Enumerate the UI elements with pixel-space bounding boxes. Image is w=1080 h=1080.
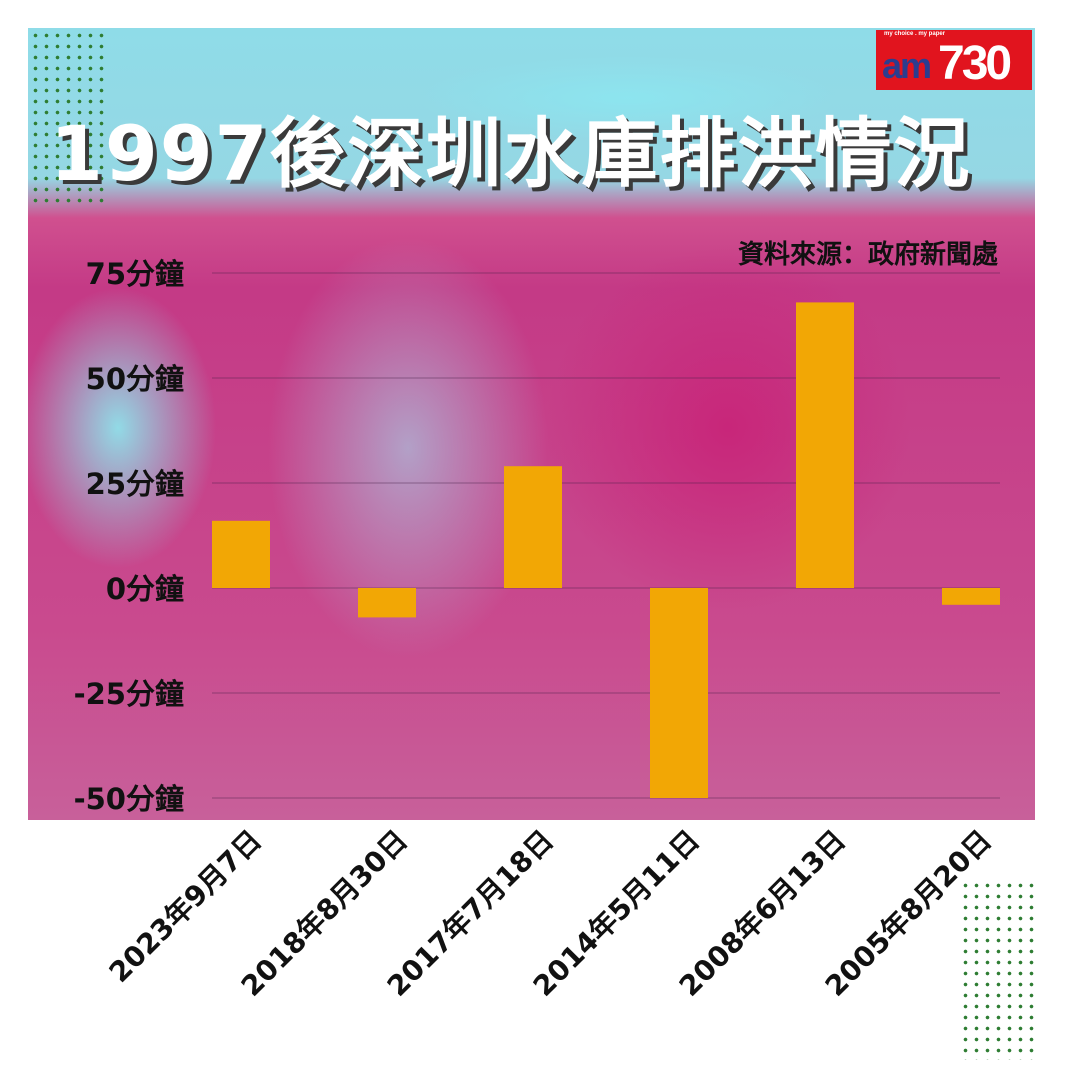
dot-pattern-decoration <box>960 880 1040 1060</box>
x-tick-label: 2023年9月7日 <box>103 824 268 989</box>
am730-logo: my choice . my paper am 730 <box>876 30 1032 90</box>
blurred-photo-background <box>28 28 1035 820</box>
y-tick-label: 75分鐘 <box>86 257 184 291</box>
chart-title: 1997後深圳水庫排洪情況 <box>50 109 972 198</box>
y-tick-label: 25分鐘 <box>86 467 184 501</box>
y-tick-label: 50分鐘 <box>86 362 184 396</box>
bar-1 <box>212 520 270 588</box>
logo-tagline: my choice . my paper <box>884 31 946 37</box>
y-tick-label: 0分鐘 <box>106 572 184 606</box>
bar-2 <box>358 588 416 618</box>
y-tick-label: -50分鐘 <box>74 782 184 816</box>
bar-3 <box>504 466 562 588</box>
dot-pattern-decoration <box>30 30 105 205</box>
bar-6 <box>942 588 1000 605</box>
bar-5 <box>796 302 854 588</box>
logo-730: 730 <box>938 37 1012 90</box>
logo-am: am <box>882 45 932 86</box>
source-note: 資料來源：政府新聞處 <box>737 240 998 270</box>
bar-4 <box>650 588 708 798</box>
y-tick-label: -25分鐘 <box>74 677 184 711</box>
